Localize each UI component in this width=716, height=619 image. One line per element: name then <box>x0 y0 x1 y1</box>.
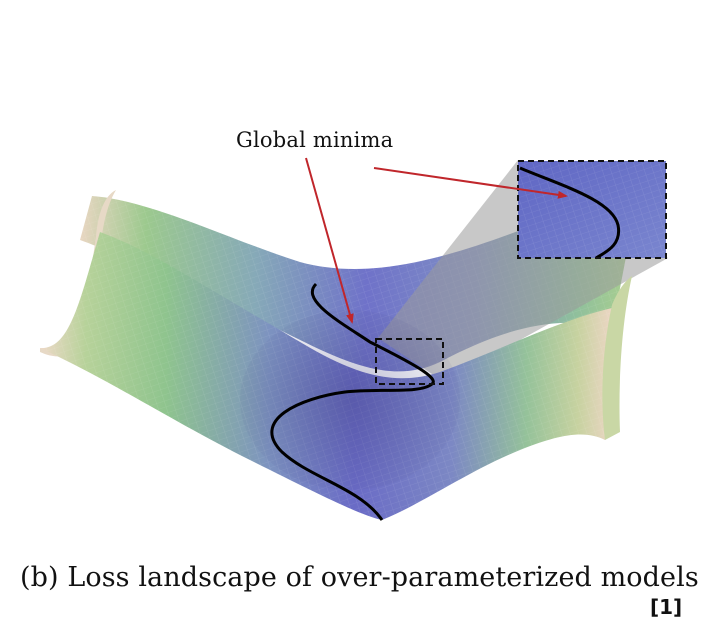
zoom-inset <box>517 160 667 260</box>
global-minima-label: Global minima <box>236 128 394 152</box>
right-rising-edge <box>602 276 632 440</box>
left-curled-edge <box>40 190 116 357</box>
global-minima-curve <box>270 282 435 521</box>
reference-mark: [1] <box>650 595 683 619</box>
arrow-to-zoom-minima <box>373 167 568 199</box>
minima-highlight-box <box>375 338 444 385</box>
zoom-minima-curve <box>519 166 621 260</box>
zoom-inset-frame <box>517 160 667 259</box>
front-surface-sheet <box>40 232 612 520</box>
arrow-to-surface-minima <box>305 157 354 324</box>
figure-caption: (b) Loss landscape of over-parameterized… <box>20 562 699 593</box>
